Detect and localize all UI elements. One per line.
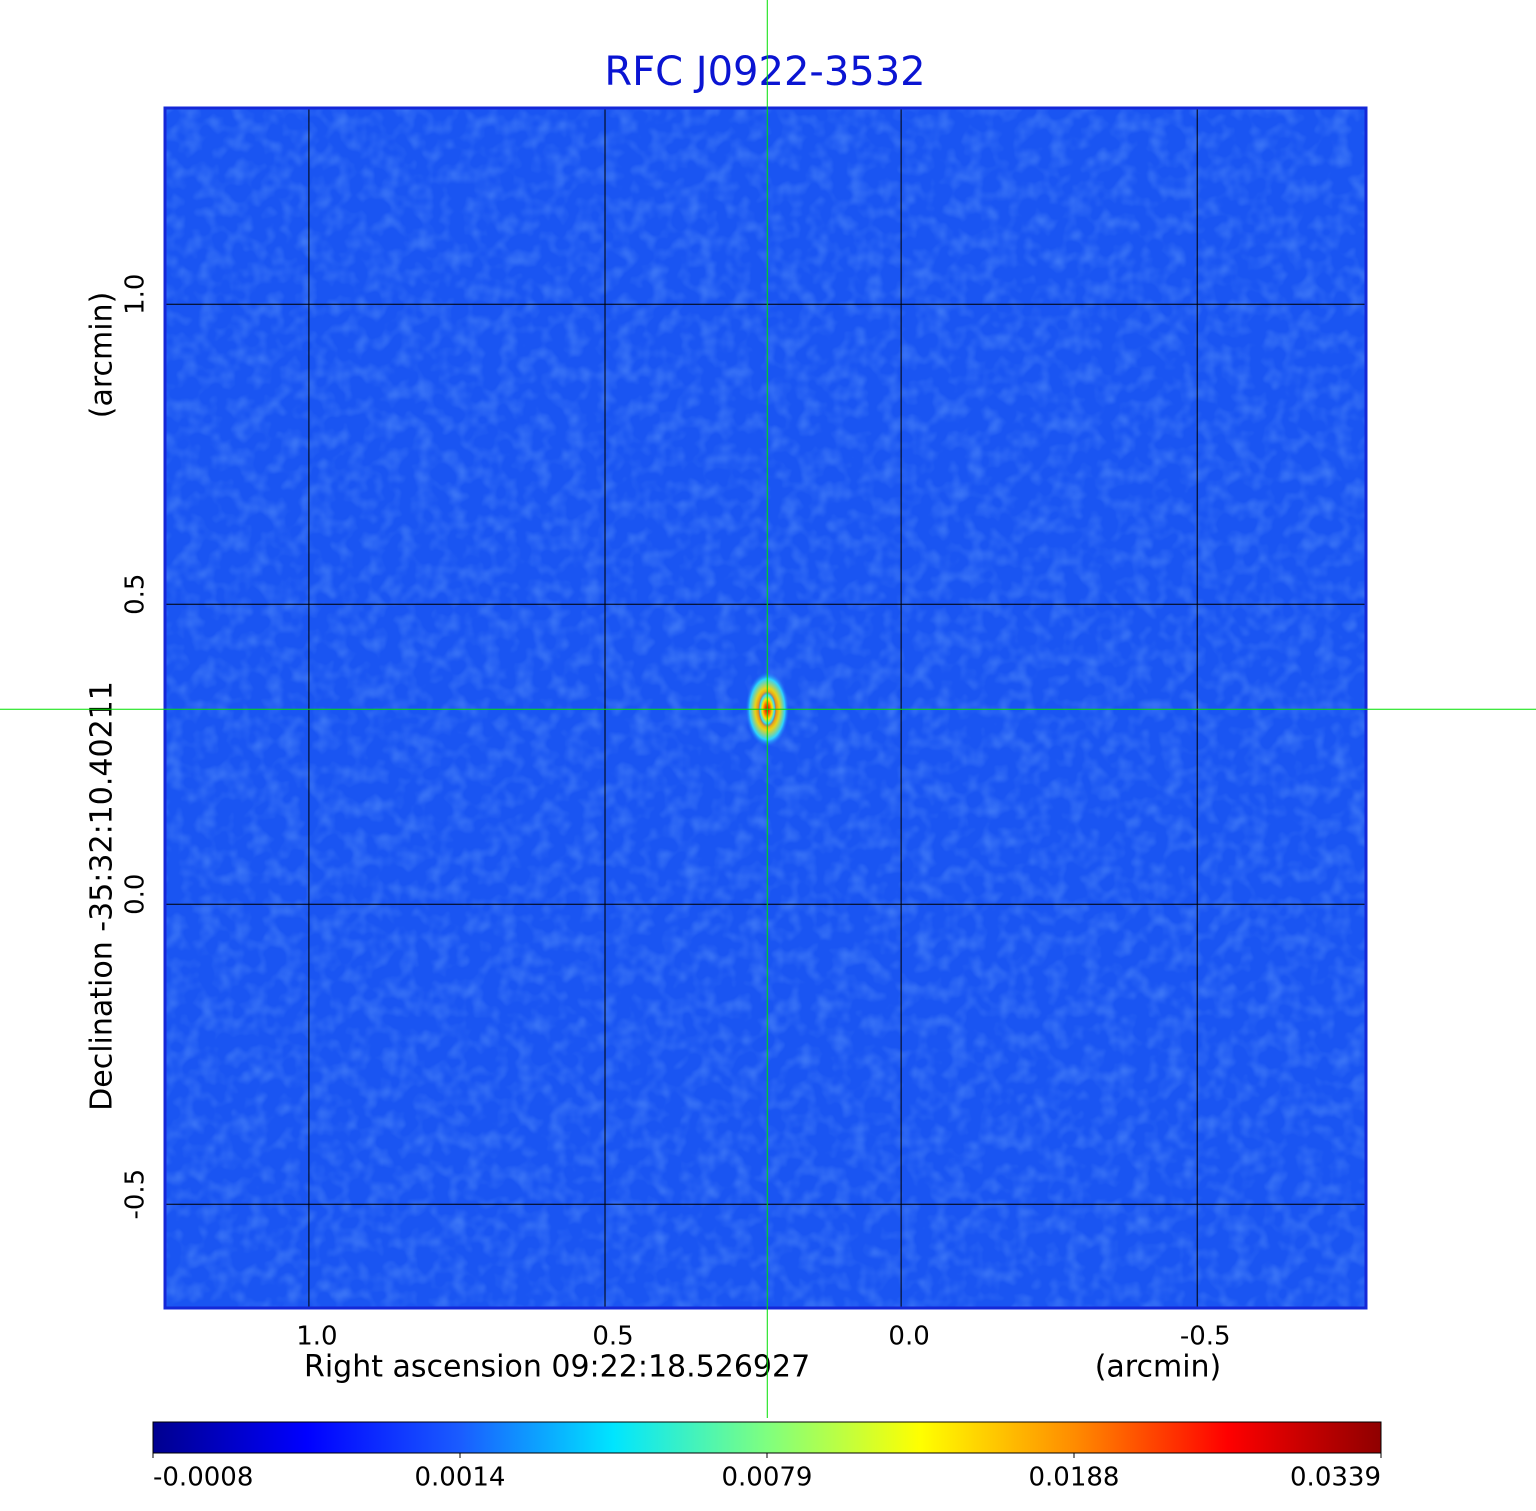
y-tick-label: 1.0 xyxy=(121,274,151,315)
y-axis-label: Declination -35:32:10.40211 xyxy=(85,681,120,1111)
colorbar-tick-label: -0.0008 xyxy=(153,1463,253,1493)
y-tick-label: 0.0 xyxy=(121,874,151,915)
x-axis-label: Right ascension 09:22:18.526927 xyxy=(304,1350,810,1385)
y-axis-unit: (arcmin) xyxy=(85,292,120,419)
colorbar-tick-label: 0.0188 xyxy=(1029,1463,1120,1493)
colorbar xyxy=(152,1421,1382,1454)
plot-frame xyxy=(163,106,1368,1310)
y-tick-label: -0.5 xyxy=(121,1169,151,1220)
x-axis-unit: (arcmin) xyxy=(1095,1350,1222,1385)
chart-title: RFC J0922-3532 xyxy=(604,49,925,95)
colorbar-tick-label: 0.0014 xyxy=(415,1463,506,1493)
x-tick-label: -0.5 xyxy=(1180,1322,1231,1352)
x-tick-label: 0.5 xyxy=(592,1322,633,1352)
y-tick-label: 0.5 xyxy=(121,574,151,615)
colorbar-tick-label: 0.0079 xyxy=(722,1463,813,1493)
x-tick-label: 0.0 xyxy=(888,1322,929,1352)
x-tick-label: 1.0 xyxy=(296,1322,337,1352)
colorbar-tick-label: 0.0339 xyxy=(1290,1463,1381,1493)
